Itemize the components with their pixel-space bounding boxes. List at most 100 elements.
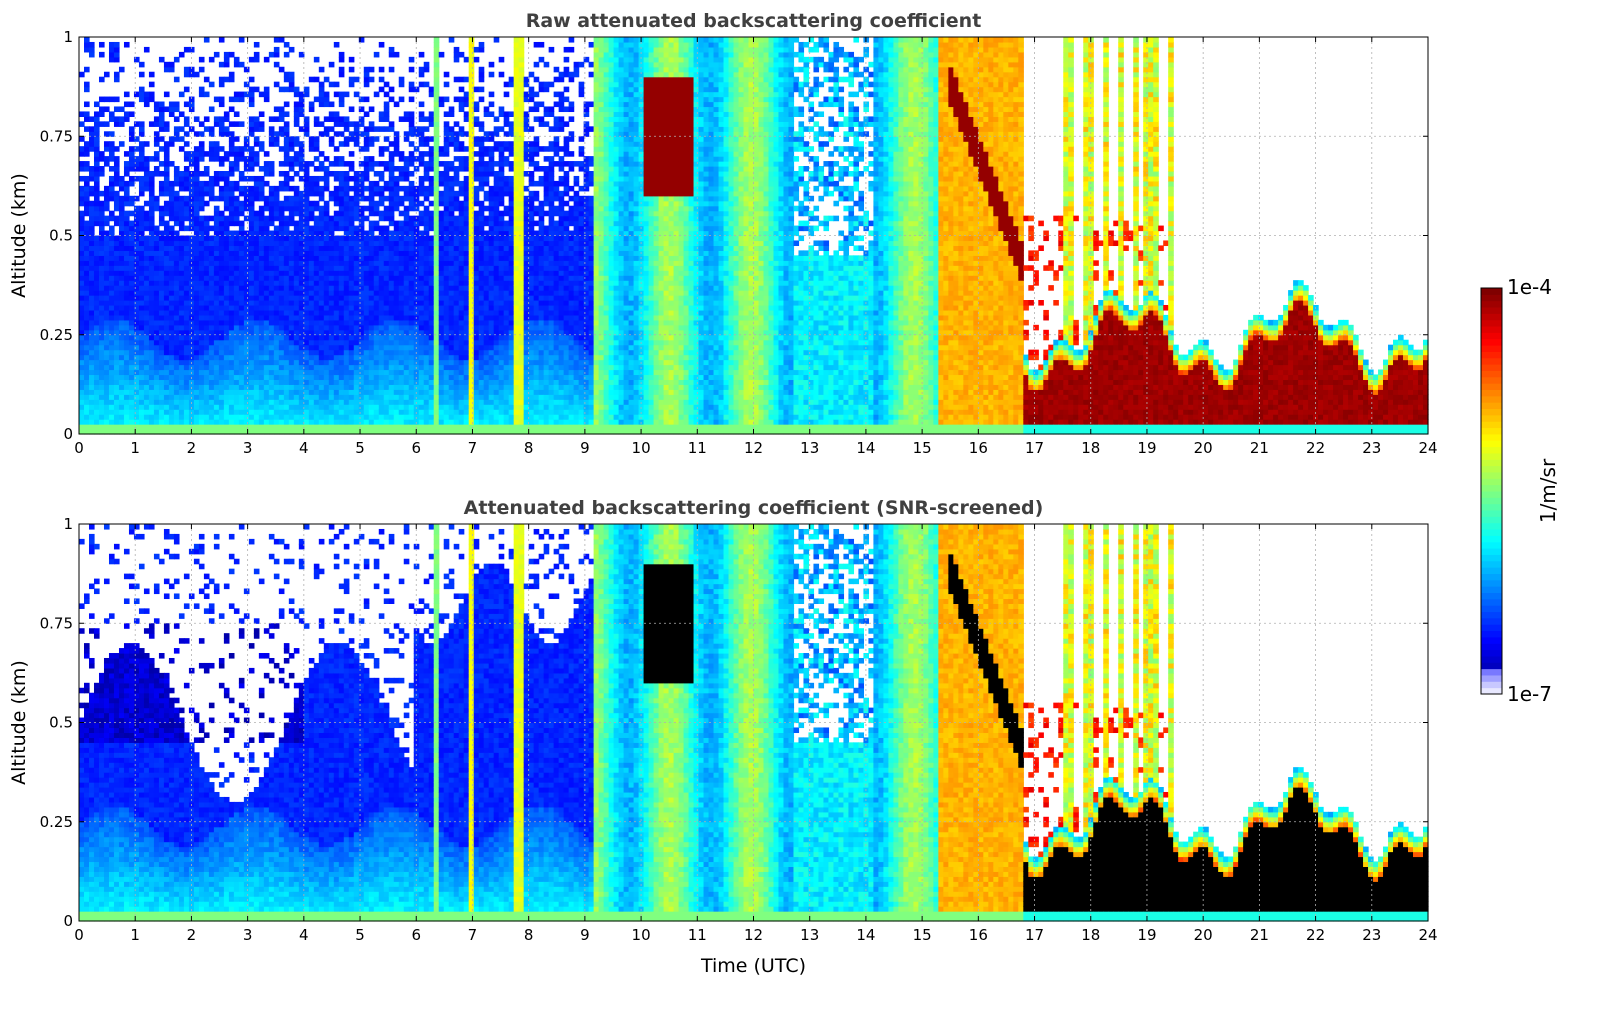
heatmap-cell [159, 206, 165, 212]
heatmap-cell [164, 350, 170, 356]
heatmap-cell [119, 345, 125, 351]
heatmap-cell [284, 285, 290, 291]
heatmap-cell [354, 345, 360, 351]
heatmap-cell [149, 280, 155, 286]
heatmap-cell [99, 419, 105, 425]
heatmap-cell [279, 270, 285, 276]
heatmap-cell [249, 404, 255, 410]
heatmap-cell [184, 181, 190, 187]
heatmap-cell [139, 121, 145, 127]
heatmap-cell [314, 325, 320, 331]
heatmap-cell [289, 360, 295, 366]
heatmap-cell [169, 136, 175, 142]
heatmap-cell [329, 250, 335, 256]
heatmap-cell [354, 384, 360, 390]
heatmap-cell [289, 161, 295, 167]
heatmap-cell [339, 240, 345, 246]
heatmap-cell [104, 206, 110, 212]
heatmap-cell [304, 216, 310, 222]
heatmap-cell [329, 275, 335, 281]
heatmap-cell [269, 166, 275, 172]
heatmap-cell [144, 171, 150, 177]
heatmap-cell [129, 394, 135, 400]
heatmap-cell [184, 176, 190, 182]
heatmap-cell [314, 335, 320, 341]
heatmap-cell [174, 106, 180, 112]
heatmap-cell [274, 211, 280, 217]
heatmap-cell [269, 404, 275, 410]
heatmap-cell [114, 285, 120, 291]
heatmap-cell [124, 201, 130, 207]
heatmap-cell [239, 245, 245, 251]
heatmap-cell [314, 414, 320, 420]
heatmap-cell [249, 236, 255, 242]
heatmap-cell [314, 409, 320, 415]
heatmap-cell [259, 300, 265, 306]
heatmap-cell [229, 374, 235, 380]
heatmap-cell [144, 325, 150, 331]
heatmap-cell [204, 394, 210, 400]
heatmap-cell [199, 240, 205, 246]
heatmap-cell [94, 295, 100, 301]
heatmap-cell [179, 325, 185, 331]
heatmap-cell [249, 419, 255, 425]
heatmap-cell [124, 360, 130, 366]
heatmap-cell [214, 315, 220, 321]
heatmap-cell [274, 280, 280, 286]
heatmap-cell [204, 92, 210, 98]
heatmap-cell [129, 365, 135, 371]
heatmap-cell [114, 345, 120, 351]
heatmap-cell [244, 206, 250, 212]
heatmap-cell [254, 369, 260, 375]
heatmap-cell [159, 255, 165, 261]
heatmap-cell [239, 270, 245, 276]
heatmap-cell [119, 310, 125, 316]
heatmap-cell [314, 156, 320, 162]
heatmap-cell [154, 384, 160, 390]
heatmap-cell [164, 146, 170, 152]
heatmap-cell [319, 211, 325, 217]
heatmap-cell [254, 141, 260, 147]
heatmap-cell [204, 409, 210, 415]
heatmap-cell [149, 325, 155, 331]
heatmap-cell [344, 240, 350, 246]
heatmap-cell [94, 384, 100, 390]
heatmap-cell [159, 360, 165, 366]
heatmap-cell [329, 255, 335, 261]
heatmap-cell [219, 216, 225, 222]
heatmap-cell [139, 240, 145, 246]
heatmap-cell [304, 399, 310, 405]
heatmap-cell [94, 275, 100, 281]
heatmap-cell [329, 355, 335, 361]
heatmap-cell [354, 360, 360, 366]
heatmap-cell [229, 250, 235, 256]
heatmap-cell [159, 350, 165, 356]
heatmap-cell [144, 350, 150, 356]
heatmap-cell [174, 394, 180, 400]
heatmap-cell [114, 240, 120, 246]
heatmap-cell [304, 360, 310, 366]
heatmap-cell [104, 255, 110, 261]
heatmap-cell [339, 156, 345, 162]
heatmap-cell [304, 226, 310, 232]
heatmap-cell [344, 236, 350, 242]
heatmap-cell [139, 92, 145, 98]
heatmap-cell [184, 255, 190, 261]
heatmap-cell [274, 265, 280, 271]
heatmap-cell [94, 265, 100, 271]
heatmap-cell [109, 384, 115, 390]
heatmap-cell [274, 320, 280, 326]
heatmap-cell [134, 211, 140, 217]
heatmap-cell [289, 305, 295, 311]
heatmap-cell [349, 295, 355, 301]
heatmap-cell [289, 399, 295, 405]
heatmap-cell [249, 245, 255, 251]
heatmap-cell [304, 355, 310, 361]
heatmap-cell [309, 77, 315, 83]
heatmap-cell [144, 290, 150, 296]
heatmap-cell [234, 374, 240, 380]
heatmap-cell [84, 290, 90, 296]
heatmap-cell [334, 176, 340, 182]
heatmap-cell [269, 365, 275, 371]
heatmap-cell [279, 325, 285, 331]
